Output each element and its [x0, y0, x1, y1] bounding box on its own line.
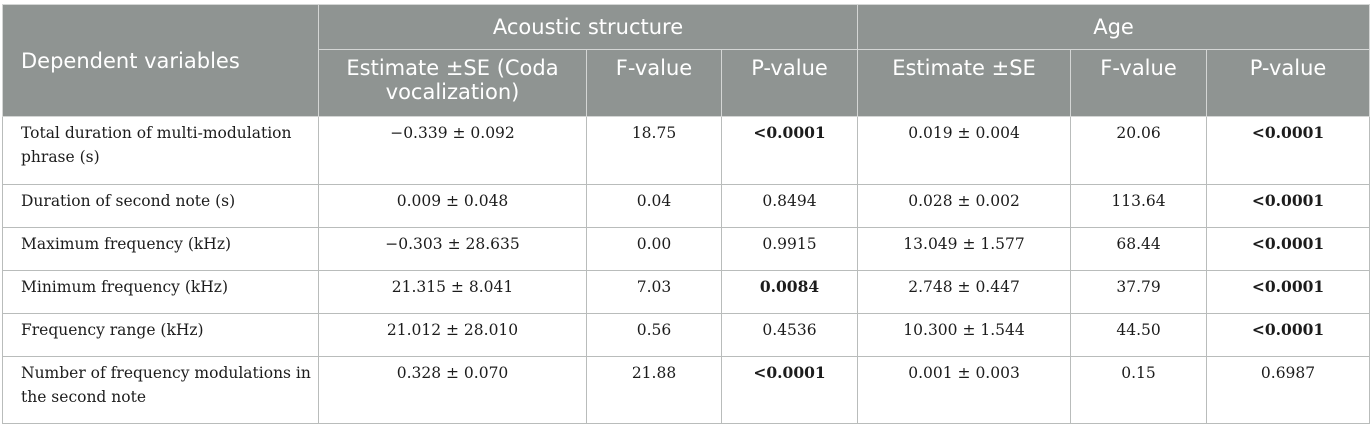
acoustic-f-value-cell: 0.04 [586, 184, 722, 228]
age-p-value-cell: <0.0001 [1206, 184, 1371, 228]
age-estimate-cell: 13.049 ± 1.577 [857, 227, 1072, 271]
dependent-variable-cell: Total duration of multi-modulation phras… [2, 116, 319, 185]
age-p-value-cell: <0.0001 [1206, 116, 1371, 185]
age-f-value-header: F-value [1070, 49, 1208, 117]
age-estimate-cell: 0.001 ± 0.003 [857, 356, 1072, 424]
acoustic-structure-group-header: Acoustic structure [317, 4, 859, 50]
dependent-variable-cell: Maximum frequency (kHz) [2, 227, 319, 271]
acoustic-p-value-cell: <0.0001 [720, 116, 859, 185]
table-row: Frequency range (kHz) 21.012 ± 28.010 0.… [2, 313, 1371, 357]
age-p-value-cell: 0.6987 [1206, 356, 1371, 424]
acoustic-p-value-cell: 0.8494 [720, 184, 859, 228]
acoustic-f-value-cell: 0.00 [586, 227, 722, 271]
acoustic-estimate-header: Estimate ±SE (Coda vocalization) [318, 49, 587, 117]
age-p-value-header: P-value [1206, 49, 1371, 117]
age-f-value-cell: 37.79 [1070, 270, 1208, 314]
acoustic-f-value-cell: 21.88 [586, 356, 722, 424]
table-row: Duration of second note (s) 0.009 ± 0.04… [2, 184, 1371, 228]
age-f-value-cell: 68.44 [1070, 227, 1208, 271]
age-f-value-cell: 44.50 [1070, 313, 1208, 357]
dependent-variable-cell: Minimum frequency (kHz) [2, 270, 319, 314]
age-p-value-cell: <0.0001 [1206, 227, 1371, 271]
age-estimate-cell: 2.748 ± 0.447 [857, 270, 1072, 314]
table-row: Maximum frequency (kHz) −0.303 ± 28.635 … [2, 227, 1371, 271]
acoustic-f-value-cell: 7.03 [586, 270, 722, 314]
acoustic-p-value-cell: 0.0084 [720, 270, 859, 314]
acoustic-estimate-cell: 21.315 ± 8.041 [318, 270, 587, 314]
acoustic-estimate-cell: −0.303 ± 28.635 [318, 227, 587, 271]
dependent-variable-cell: Number of frequency modulations in the s… [2, 356, 319, 424]
age-estimate-cell: 0.028 ± 0.002 [857, 184, 1072, 228]
acoustic-p-value-cell: 0.9915 [720, 227, 859, 271]
dependent-variable-cell: Duration of second note (s) [2, 184, 319, 228]
age-f-value-cell: 20.06 [1070, 116, 1208, 185]
dependent-variables-header: Dependent variables [2, 4, 319, 117]
age-p-value-cell: <0.0001 [1206, 313, 1371, 357]
acoustic-estimate-cell: 0.328 ± 0.070 [318, 356, 587, 424]
age-estimate-cell: 10.300 ± 1.544 [857, 313, 1072, 357]
age-f-value-cell: 113.64 [1070, 184, 1208, 228]
table-row: Minimum frequency (kHz) 21.315 ± 8.041 7… [2, 270, 1371, 314]
acoustic-f-value-cell: 0.56 [586, 313, 722, 357]
acoustic-estimate-cell: −0.339 ± 0.092 [318, 116, 587, 185]
age-p-value-cell: <0.0001 [1206, 270, 1371, 314]
age-estimate-cell: 0.019 ± 0.004 [857, 116, 1072, 185]
acoustic-estimate-cell: 21.012 ± 28.010 [318, 313, 587, 357]
age-group-header: Age [857, 4, 1371, 50]
age-f-value-cell: 0.15 [1070, 356, 1208, 424]
acoustic-f-value-cell: 18.75 [586, 116, 722, 185]
table-row: Total duration of multi-modulation phras… [2, 116, 1371, 185]
acoustic-p-value-cell: 0.4536 [720, 313, 859, 357]
results-table: Dependent variables Acoustic structure A… [2, 4, 1371, 424]
age-estimate-header: Estimate ±SE [857, 49, 1072, 117]
dependent-variable-cell: Frequency range (kHz) [2, 313, 319, 357]
acoustic-estimate-cell: 0.009 ± 0.048 [318, 184, 587, 228]
acoustic-p-value-cell: <0.0001 [720, 356, 859, 424]
acoustic-f-value-header: F-value [586, 49, 722, 117]
acoustic-p-value-header: P-value [720, 49, 859, 117]
table-row: Number of frequency modulations in the s… [2, 356, 1371, 424]
